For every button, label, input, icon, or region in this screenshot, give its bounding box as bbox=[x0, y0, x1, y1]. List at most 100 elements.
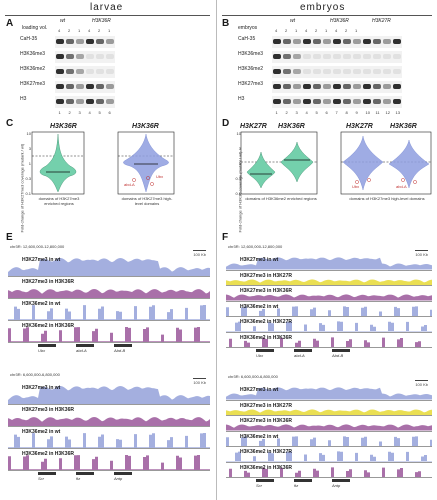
blot-band bbox=[393, 69, 401, 74]
gene-label: ftz bbox=[294, 483, 299, 488]
track-signal bbox=[8, 305, 210, 320]
track-signal-path bbox=[8, 417, 210, 426]
track-row: H3K27me3 in H3K36R bbox=[8, 406, 210, 427]
track-row: H3K36me2 in wt bbox=[8, 428, 210, 449]
ratio-label: 2 bbox=[315, 28, 318, 33]
blot-band bbox=[363, 99, 371, 104]
xlabel-d-right: domains of H3K27me3 high-level domains bbox=[349, 196, 425, 201]
blot-band bbox=[273, 84, 281, 89]
blot-band bbox=[273, 39, 281, 44]
antibody-labels-b: CaH-35 H3K36me3 H3K36me2 H3K27me3 H3 bbox=[238, 36, 272, 126]
violin-plot-d-right bbox=[340, 131, 432, 195]
antibody-label: H3K36me2 bbox=[20, 66, 46, 72]
track-signal-path bbox=[8, 433, 210, 448]
track-signal bbox=[226, 435, 432, 446]
y-tick-label: 0.1 bbox=[25, 191, 31, 196]
track-row: H3K27me3 in H3K27R bbox=[226, 272, 432, 286]
coord-f-top: chr3R: 12,600,000-12,800,000 bbox=[228, 244, 283, 249]
ratio-label: 4 bbox=[335, 28, 338, 33]
track-label: H3K27me3 in H3K27R bbox=[240, 402, 292, 409]
blot-band bbox=[66, 69, 74, 74]
blot-band bbox=[333, 84, 341, 89]
violin-plot-c-right bbox=[117, 131, 175, 195]
blot-band bbox=[303, 39, 311, 44]
track-signal-path bbox=[8, 455, 210, 470]
coord-f-bottom: chr3R: 6,600,000-6,800,000 bbox=[228, 374, 278, 379]
blot-band bbox=[363, 84, 371, 89]
ratio-label: 1 bbox=[78, 28, 81, 33]
blot-band bbox=[86, 99, 94, 104]
lane-number: 1 bbox=[275, 110, 278, 115]
track-label: H3K36me2 in wt bbox=[22, 429, 61, 435]
blot-band bbox=[343, 84, 351, 89]
track-row: H3K27me3 in H3K27R bbox=[226, 402, 432, 416]
blot-band bbox=[353, 99, 361, 104]
track-row: H3K27me3 in wt bbox=[226, 386, 432, 401]
track-signal bbox=[226, 387, 432, 400]
blot-band bbox=[106, 54, 114, 59]
gene-label: Scr bbox=[256, 483, 262, 488]
panel-label-f: F bbox=[222, 232, 229, 243]
track-signal bbox=[226, 408, 432, 415]
blot-band bbox=[333, 69, 341, 74]
blot-band bbox=[323, 84, 331, 89]
lane-number: 2 bbox=[68, 110, 71, 115]
track-label: H3K27me3 in wt bbox=[22, 257, 61, 263]
blot-band bbox=[323, 54, 331, 59]
antibody-label: H3K27me3 bbox=[238, 81, 264, 87]
gene-label: Ubx bbox=[38, 348, 46, 353]
panel-label-e: E bbox=[6, 232, 13, 243]
y-tick-label: 10 bbox=[236, 131, 241, 136]
panel-c-violins bbox=[31, 131, 175, 195]
gene-model bbox=[114, 472, 132, 475]
blot-band bbox=[86, 84, 94, 89]
track-label: H3K36me2 in H3K36R bbox=[22, 451, 74, 457]
genome-browser-f-top: chr3R: 12,600,000-12,800,000 100 Kb H3K2… bbox=[226, 244, 432, 362]
track-label: H3K27me3 in wt bbox=[240, 257, 279, 263]
gene-model bbox=[256, 479, 274, 482]
blot-band bbox=[56, 84, 64, 89]
track-label: H3K36me2 in H3K27R bbox=[240, 319, 292, 325]
blot-band bbox=[66, 99, 74, 104]
blot-band bbox=[353, 69, 361, 74]
track-row: H3K36me2 in H3K36R bbox=[8, 450, 210, 471]
track-label: H3K36me2 in H3K27R bbox=[240, 449, 292, 455]
track-signal bbox=[226, 336, 432, 347]
scale-f-top: 100 Kb bbox=[415, 250, 428, 257]
title-d-2: H3K36R bbox=[278, 123, 305, 130]
header-rule-right bbox=[222, 15, 432, 16]
western-blot-a: 4 2 1 4 2 1 bbox=[55, 28, 115, 138]
genome-browser-e-top: chr3R: 12,600,000-12,800,000 100 Kb H3K2… bbox=[8, 244, 210, 356]
header-larvae: larvae bbox=[90, 2, 124, 13]
gene-label: Antp bbox=[114, 476, 123, 481]
yticks-c: 10 3 1 0.3 0.1 bbox=[22, 131, 31, 196]
blot-band bbox=[363, 69, 371, 74]
track-signal-path bbox=[8, 258, 210, 276]
genotype-b-k27r: H3K27R bbox=[372, 18, 391, 24]
ratio-label: 1 bbox=[355, 28, 358, 33]
blot-band bbox=[373, 99, 381, 104]
title-d-1: H3K27R bbox=[240, 123, 267, 130]
track-signal-path bbox=[226, 408, 432, 415]
blot-band bbox=[56, 54, 64, 59]
track-label: H3K36me2 in wt bbox=[240, 303, 279, 310]
blot-band bbox=[76, 69, 84, 74]
track-label: H3K27me3 in H3K27R bbox=[240, 272, 292, 279]
y-tick-label: 3 bbox=[28, 146, 31, 151]
genome-browser-e-bottom: chr3R: 6,600,000-6,800,000 100 Kb H3K27m… bbox=[8, 372, 210, 484]
track-signal-path bbox=[226, 435, 432, 446]
lane-number: 6 bbox=[325, 110, 328, 115]
blot-strip bbox=[272, 96, 402, 108]
blot-band bbox=[283, 39, 291, 44]
track-signal-path bbox=[8, 289, 210, 298]
blot-band bbox=[343, 39, 351, 44]
track-row: H3K27me3 in H3K36R bbox=[226, 287, 432, 302]
track-label: H3K27me3 in H3K36R bbox=[22, 279, 74, 285]
blot-band bbox=[393, 39, 401, 44]
blot-band bbox=[303, 69, 311, 74]
header-embryos: embryos bbox=[300, 2, 346, 13]
blot-band bbox=[353, 39, 361, 44]
blot-strip bbox=[272, 66, 402, 78]
blot-band bbox=[96, 39, 104, 44]
lane-number: 10 bbox=[365, 110, 370, 115]
